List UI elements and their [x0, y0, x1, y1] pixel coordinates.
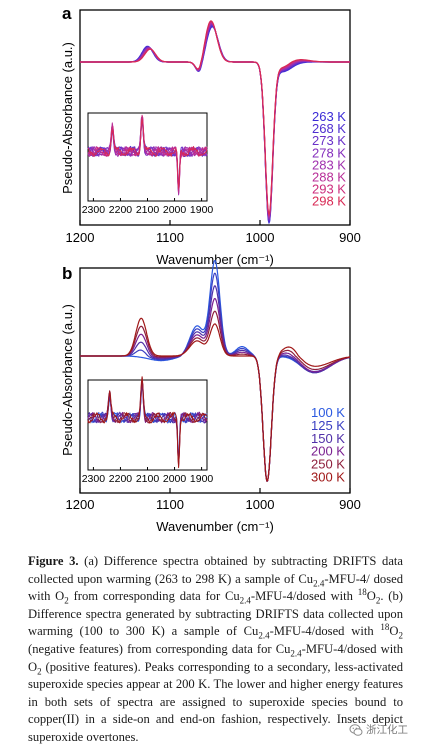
panel-b-series — [80, 259, 351, 482]
legend-entry: 278 K — [312, 145, 346, 160]
wechat-icon — [349, 723, 363, 736]
panel-b: b Pseudo-Absorbance (a.u.) 1200 1100 1000 9… — [60, 259, 361, 534]
panel-b-xlabel: Wavenumber (cm⁻¹) — [156, 519, 274, 534]
x-tick-label: 1100 — [156, 497, 184, 512]
panel-a-xlabel: Wavenumber (cm⁻¹) — [156, 252, 274, 267]
panel-a-ylabel: Pseudo-Absorbance (a.u.) — [60, 42, 75, 194]
panel-b-xticks: 1200 1100 1000 900 — [66, 488, 361, 512]
legend-entry: 125 K — [311, 418, 345, 433]
panel-a-series — [80, 20, 350, 224]
x-tick-label: 1000 — [246, 497, 275, 512]
inset-x-tick-label: 2000 — [163, 473, 187, 485]
inset-series-line — [87, 376, 208, 469]
caption-label: Figure 3. — [28, 554, 79, 568]
inset-x-tick-label: 1900 — [190, 204, 214, 216]
watermark: 浙江化工 — [349, 722, 408, 737]
inset-series-line — [87, 118, 208, 189]
x-tick-label: 900 — [339, 230, 361, 245]
legend-entry: 288 K — [312, 170, 346, 185]
inset-x-tick-label: 2300 — [82, 204, 106, 216]
legend-entry: 100 K — [311, 405, 345, 420]
inset-x-tick-label: 1900 — [190, 473, 214, 485]
legend-entry: 293 K — [312, 182, 346, 197]
x-tick-label: 1000 — [246, 230, 275, 245]
panel-b-inset-series — [87, 376, 208, 469]
inset-x-tick-label: 2200 — [109, 204, 133, 216]
legend-entry: 250 K — [311, 457, 345, 472]
series-line-300K — [80, 317, 351, 482]
panel-b-inset-frame — [87, 379, 208, 471]
panel-a-letter: a — [62, 4, 72, 23]
legend-entry: 273 K — [312, 133, 346, 148]
figure-caption: Figure 3. (a) Difference spectra obtaine… — [28, 553, 403, 747]
inset-x-tick-label: 2100 — [136, 204, 160, 216]
legend-entry: 283 K — [312, 157, 346, 172]
x-tick-label: 900 — [339, 497, 361, 512]
legend-entry: 298 K — [312, 194, 346, 209]
legend-entry: 150 K — [311, 431, 345, 446]
inset-series-line — [87, 116, 208, 196]
x-tick-label: 1100 — [156, 230, 184, 245]
legend-entry: 300 K — [311, 470, 345, 485]
panel-b-ylabel: Pseudo-Absorbance (a.u.) — [60, 304, 75, 456]
panel-a-xticks: 1200 1100 1000 900 — [66, 220, 361, 245]
panel-b-inset-xticks: 2300 2200 2100 2000 1900 — [82, 467, 214, 485]
x-tick-label: 1200 — [66, 230, 95, 245]
series-line-298K — [80, 20, 350, 215]
x-tick-label: 1200 — [66, 497, 95, 512]
inset-series-line — [88, 115, 208, 194]
panel-a: a Pseudo-Absorbance (a.u.) 1200 1100 1000 9… — [60, 4, 361, 267]
legend-entry: 268 K — [312, 121, 346, 136]
panel-b-frame — [79, 267, 351, 494]
watermark-text: 浙江化工 — [366, 724, 408, 736]
spectra-figure: a Pseudo-Absorbance (a.u.) 1200 1100 1000 9… — [60, 4, 361, 534]
legend-entry: 263 K — [312, 109, 346, 124]
panel-a-inset-frame — [87, 112, 208, 202]
panel-a-inset-xticks: 2300 2200 2100 2000 1900 — [82, 198, 214, 216]
inset-x-tick-label: 2300 — [82, 473, 106, 485]
legend-entry: 200 K — [311, 444, 345, 459]
inset-x-tick-label: 2200 — [109, 473, 133, 485]
inset-x-tick-label: 2000 — [163, 204, 187, 216]
panel-b-letter: b — [62, 264, 72, 283]
inset-x-tick-label: 2100 — [136, 473, 160, 485]
panel-a-frame — [79, 9, 351, 226]
panel-a-inset-series — [87, 114, 208, 196]
caption-body: (a) Difference spectra obtained by subtr… — [28, 554, 403, 744]
